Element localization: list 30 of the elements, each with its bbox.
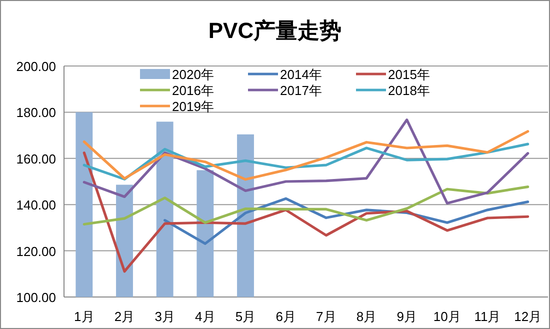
x-tick-label: 11月	[474, 309, 501, 324]
y-tick-label: 140.00	[16, 198, 56, 213]
x-tick-label: 9月	[396, 309, 417, 324]
y-tick-label: 100.00	[16, 290, 56, 305]
x-tick-label: 12月	[514, 309, 542, 324]
legend-label: 2015年	[388, 67, 430, 82]
y-tick-label: 160.00	[16, 151, 56, 166]
y-tick-label: 120.00	[16, 244, 56, 259]
line-series	[82, 152, 530, 273]
x-tick-label: 5月	[235, 309, 256, 324]
y-tick-label: 180.00	[16, 105, 56, 120]
legend-label: 2017年	[280, 83, 322, 98]
x-tick-label: 8月	[356, 309, 377, 324]
x-tick-label: 4月	[195, 309, 216, 324]
x-tick-label: 3月	[154, 309, 175, 324]
x-tick-label: 6月	[276, 309, 296, 324]
x-tick-label: 7月	[316, 309, 336, 324]
chart-title: PVC产量走势	[208, 18, 342, 43]
line-series	[82, 118, 530, 205]
legend-label: 2016年	[172, 83, 214, 98]
line-series	[82, 186, 530, 226]
x-tick-label: 1月	[74, 309, 94, 324]
x-tick-label: 10月	[433, 309, 461, 324]
legend-label: 2014年	[280, 67, 322, 82]
legend-label: 2018年	[388, 83, 430, 98]
legend-label: 2020年	[172, 67, 214, 82]
y-tick-label: 200.00	[16, 59, 56, 74]
x-tick-label: 2月	[114, 309, 135, 324]
legend-label: 2019年	[172, 99, 214, 114]
line-series	[82, 130, 530, 181]
